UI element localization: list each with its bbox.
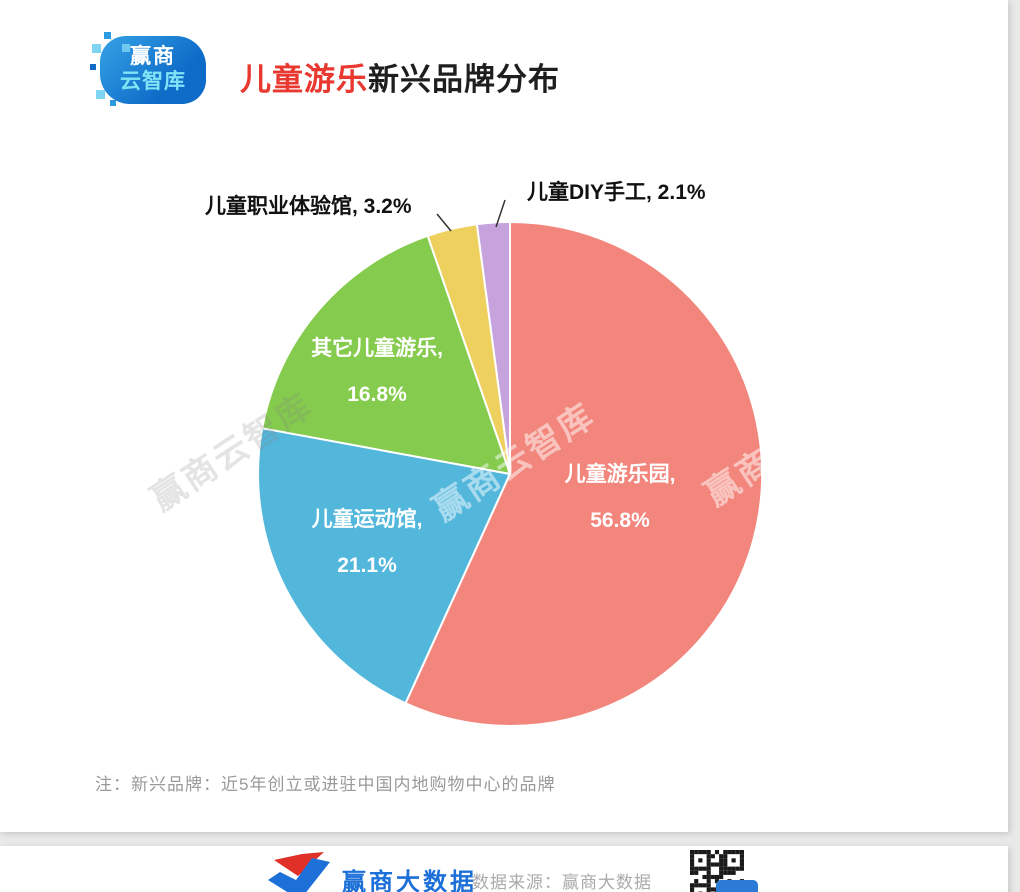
logo-blue-arrow [268,858,330,892]
logo-pixel-decor [96,90,105,99]
leader-line-yellow [436,213,452,232]
pie-label-value: 56.8% [590,509,650,532]
pie-slice-3 [261,234,512,476]
pie-label-qita: 其它儿童游乐, 16.8% [272,326,482,418]
pie-label-diy-shougong: 儿童DIY手工, 2.1% [527,181,706,204]
logo-text-line1: 赢商 [130,45,176,68]
pie-slice-2 [257,427,512,705]
winshang-bigdata-logo-icon [268,852,330,892]
pie-chart [257,199,764,727]
data-source-text: 数据来源：赢商大数据 [472,873,652,892]
pie-label-value: 16.8% [347,383,407,406]
logo-red-arrow [274,852,324,876]
footer-brand-name: 赢商大数据 [342,869,477,892]
pie-label-yundongguan: 儿童运动馆, 21.1% [262,497,472,589]
wechat-tag-partial [716,880,758,892]
logo-pixel-decor [90,64,96,70]
infographic-card: 赢商 云智库 儿童游乐新兴品牌分布 赢商云智库 赢商云智库 赢商云智库 儿童游乐… [0,0,1008,832]
page-title-highlight: 儿童游乐 [240,62,368,97]
pie-label-youleyuan: 儿童游乐园, 56.8% [510,452,730,544]
pie-label-name: 儿童运动馆, [311,508,423,531]
logo-pixel-decor [92,44,101,53]
logo-pixel-decor [110,100,116,106]
pie-label-name: 其它儿童游乐, [311,337,443,360]
logo-text-line2: 云智库 [120,70,186,93]
footnote: 注：新兴品牌：近5年创立或进驻中国内地购物中心的品牌 [95,775,556,794]
logo-pixel-decor [104,32,111,39]
logo-cloud-shape: 赢商 云智库 [100,36,206,104]
pie-slice-1 [404,220,764,727]
leader-line-purple [495,199,506,228]
logo-pixel-decor [122,44,130,52]
pie-label-value: 21.1% [337,554,397,577]
pie-label-zhiye-tiyanguan: 儿童职业体验馆, 3.2% [205,195,412,218]
page-title-rest: 新兴品牌分布 [368,62,560,97]
footer-bar: 赢商大数据 数据来源：赢商大数据 [0,846,1008,892]
winshang-cloud-logo: 赢商 云智库 [90,32,210,106]
page-title: 儿童游乐新兴品牌分布 [240,54,560,99]
pie-label-name: 儿童游乐园, [564,463,676,486]
